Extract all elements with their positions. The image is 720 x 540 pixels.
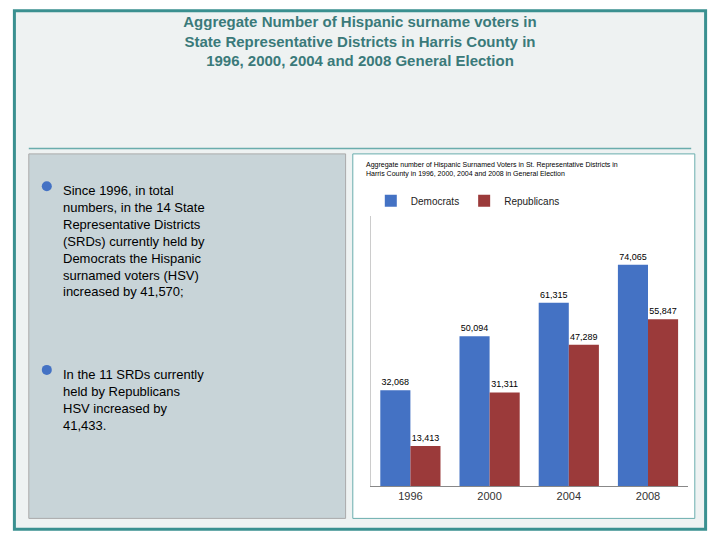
svg-text:2004: 2004 [557,490,581,502]
svg-text:In the 11 SRDs currentlyheld b: In the 11 SRDs currentlyheld by Republic… [63,367,204,433]
svg-text:55,847: 55,847 [649,306,677,316]
svg-text:61,315: 61,315 [540,290,568,300]
svg-text:32,068: 32,068 [382,377,410,387]
svg-text:47,289: 47,289 [570,332,598,342]
svg-text:Aggregate number of Hispanic S: Aggregate number of Hispanic Surnamed Vo… [366,161,618,178]
svg-text:1996: 1996 [398,490,422,502]
svg-text:74,065: 74,065 [619,252,647,262]
svg-text:13,413: 13,413 [412,433,440,443]
svg-text:Democrats: Democrats [411,196,459,207]
svg-text:Republicans: Republicans [504,196,559,207]
svg-text:50,094: 50,094 [461,323,489,333]
svg-text:2000: 2000 [477,490,501,502]
svg-text:Since 1996, in totalnumbers, i: Since 1996, in totalnumbers, in the 14 S… [63,183,205,299]
svg-text:2008: 2008 [636,490,660,502]
svg-text:Aggregate Number of Hispanic s: Aggregate Number of Hispanic surname vot… [183,13,536,69]
svg-text:31,311: 31,311 [491,379,518,389]
